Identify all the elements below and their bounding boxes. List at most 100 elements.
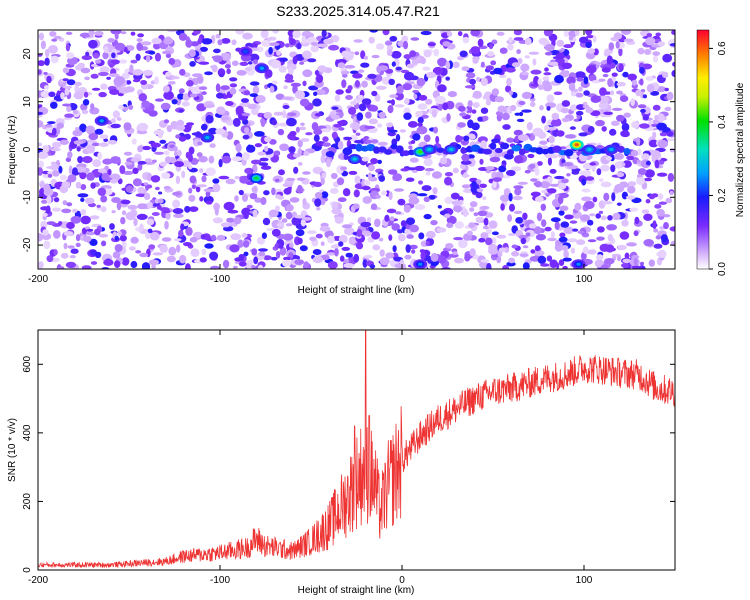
heatmap-cell — [370, 203, 378, 210]
heatmap-cell — [166, 255, 176, 263]
heatmap-cell — [424, 168, 435, 172]
heatmap-cell — [320, 154, 326, 164]
heatmap-cell — [38, 261, 44, 269]
heatmap-cell — [585, 30, 593, 36]
heatmap-cell — [282, 96, 293, 101]
heatmap-cell — [385, 68, 394, 74]
heatmap-cell — [198, 36, 203, 45]
heatmap-cell — [516, 118, 525, 123]
heatmap-cell — [283, 187, 292, 195]
colorbar-tick-label: 0.6 — [717, 41, 728, 55]
heatmap-cell — [425, 98, 433, 105]
heatmap-feature-core — [254, 176, 259, 180]
heatmap-cell — [216, 234, 226, 241]
heatmap-cell — [120, 199, 131, 205]
heatmap-cell — [658, 193, 664, 200]
heatmap-cell — [652, 131, 657, 139]
heatmap-cell — [94, 31, 104, 36]
heatmap-cell — [636, 136, 641, 146]
heatmap-cell — [220, 52, 232, 61]
heatmap-cell — [331, 208, 342, 215]
heatmap-feature-core — [427, 147, 432, 152]
heatmap-cell — [136, 42, 143, 51]
heatmap-cell — [601, 126, 607, 132]
heatmap-cell — [313, 134, 320, 142]
heatmap-cell — [360, 62, 370, 68]
heatmap-cell — [445, 76, 451, 81]
heatmap-cell — [98, 233, 109, 238]
heatmap-cell — [561, 100, 571, 107]
heatmap-cell — [100, 83, 108, 90]
heatmap-cell — [282, 105, 290, 109]
heatmap-cell — [163, 150, 170, 156]
heatmap-cell — [343, 263, 355, 268]
heatmap-cell — [538, 131, 547, 139]
heatmap-cell — [362, 259, 368, 268]
heatmap-cell — [533, 250, 545, 257]
heatmap-cell — [275, 205, 280, 211]
heatmap-cell — [542, 76, 550, 81]
heatmap-cell — [461, 184, 471, 189]
heatmap-cell — [500, 203, 505, 211]
heatmap-cell — [510, 104, 517, 112]
heatmap-cell — [391, 223, 401, 231]
heatmap-cell — [178, 229, 184, 238]
heatmap-cell — [230, 233, 242, 241]
heatmap-cell — [643, 213, 653, 221]
heatmap-cell — [99, 66, 110, 74]
heatmap-cell — [654, 115, 659, 120]
heatmap-cell — [118, 59, 128, 64]
heatmap-cell — [142, 69, 154, 76]
heatmap-cell — [186, 122, 195, 126]
heatmap-cell — [127, 204, 138, 210]
heatmap-cell — [617, 244, 627, 250]
heatmap-cell — [261, 232, 267, 239]
colorbar-label: Normalized spectral amplitude — [735, 82, 746, 217]
heatmap-cell — [588, 249, 597, 255]
heatmap-cell — [616, 90, 623, 95]
heatmap-cell — [567, 238, 578, 243]
heatmap-cell — [544, 124, 550, 132]
chart-title: S233.2025.314.05.47.R21 — [276, 3, 440, 19]
heatmap-y-tick-label: 0 — [22, 146, 33, 152]
heatmap-cell — [186, 80, 194, 87]
heatmap-cell — [109, 89, 120, 95]
heatmap-cell — [151, 212, 160, 216]
heatmap-cell — [40, 180, 45, 188]
heatmap-cell — [370, 105, 379, 112]
heatmap-cell — [181, 101, 190, 107]
heatmap-cell — [659, 132, 668, 137]
heatmap-cell — [325, 252, 337, 256]
heatmap-cell — [529, 163, 536, 169]
heatmap-cell — [137, 203, 148, 210]
heatmap-cell — [188, 187, 193, 194]
heatmap-cell — [601, 67, 611, 73]
heatmap-cell — [551, 61, 559, 67]
heatmap-cell — [81, 265, 92, 269]
heatmap-cell — [450, 192, 460, 200]
heatmap-cell — [535, 196, 544, 203]
heatmap-cell — [302, 198, 307, 206]
heatmap-cell — [477, 116, 484, 122]
heatmap-cell — [147, 184, 153, 189]
heatmap-cell — [85, 231, 96, 236]
heatmap-cell — [239, 175, 250, 184]
heatmap-cell — [496, 234, 507, 239]
heatmap-cell — [107, 168, 112, 176]
heatmap-cell — [491, 138, 501, 144]
heatmap-cell — [138, 93, 148, 102]
heatmap-cell — [388, 234, 393, 241]
heatmap-cell — [137, 145, 143, 153]
heatmap-cell — [334, 247, 339, 257]
heatmap-cell — [233, 265, 238, 269]
heatmap-cell — [93, 52, 100, 59]
heatmap-cell — [111, 197, 121, 203]
heatmap-cell — [174, 238, 182, 242]
heatmap-cell — [252, 59, 258, 65]
heatmap-cell — [212, 217, 224, 224]
heatmap-cell — [592, 196, 598, 203]
heatmap-cell — [268, 209, 279, 218]
heatmap-cell — [50, 101, 58, 109]
heatmap-cell — [643, 239, 654, 247]
heatmap-cell — [356, 228, 362, 238]
